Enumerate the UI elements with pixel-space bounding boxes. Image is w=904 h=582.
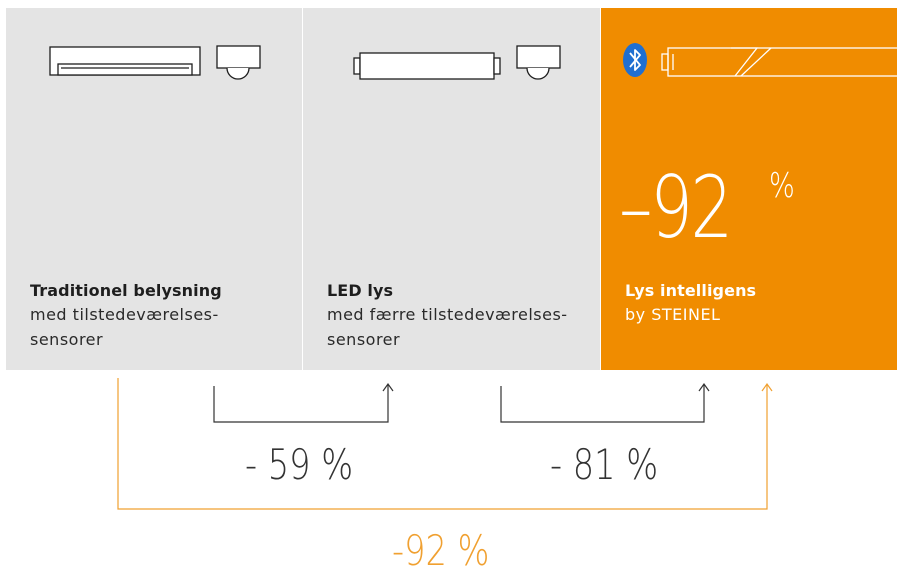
panel-led-lighting: LED lys med færre tilstedeværelses- sens… — [303, 8, 600, 370]
panel-title: LED lys — [327, 281, 394, 300]
panel-subtitle-line: sensorer — [327, 330, 401, 349]
panel-subtitle-line: sensorer — [30, 330, 104, 349]
panel-traditional-lighting: Traditionel belysning med tilstedeværels… — [6, 8, 302, 370]
panel-subtitle: by STEINEL — [625, 302, 875, 327]
panel-title: Lys intelligens — [625, 281, 757, 300]
smart-led-tube-icon — [661, 47, 897, 77]
traditional-icons — [49, 45, 261, 80]
panel-subtitle-line: med tilstedeværelses- — [30, 305, 219, 324]
smart-savings-value: –92 — [619, 158, 733, 258]
connector-traditional-to-smart — [117, 378, 773, 510]
panel-title: Traditionel belysning — [30, 281, 222, 300]
panel-subtitle: med færre tilstedeværelses- sensorer — [327, 302, 577, 352]
fluorescent-fixture-icon — [49, 46, 201, 76]
saving-smart-vs-led: - 81 % — [550, 440, 659, 489]
smart-savings-unit: % — [769, 166, 795, 206]
saving-smart-vs-traditional: -92 % — [392, 526, 490, 575]
panel-smart-lighting: –92 % Lys intelligens by STEINEL — [601, 8, 897, 370]
saving-led-vs-traditional: - 59 % — [245, 440, 354, 489]
smart-icons — [623, 43, 897, 77]
led-tube-icon — [353, 52, 501, 80]
panel-subtitle-line: by STEINEL — [625, 305, 721, 324]
panel-subtitle-line: med færre tilstedeværelses- — [327, 305, 568, 324]
connector-traditional-to-led — [213, 382, 394, 423]
presence-sensor-icon — [516, 45, 561, 80]
led-icons — [353, 45, 561, 80]
panel-subtitle: med tilstedeværelses- sensorer — [30, 302, 280, 352]
bluetooth-icon — [623, 43, 647, 77]
presence-sensor-icon — [216, 45, 261, 80]
connector-led-to-smart — [500, 382, 710, 423]
